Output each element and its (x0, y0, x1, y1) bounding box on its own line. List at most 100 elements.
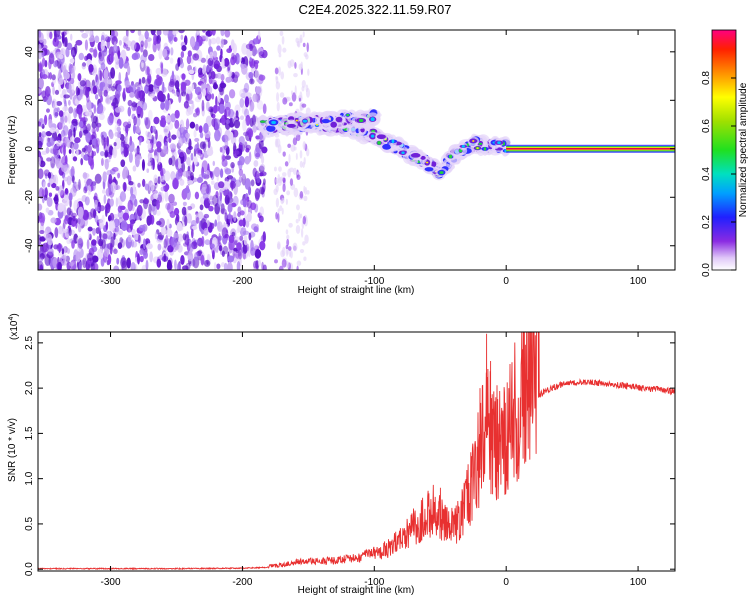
noise-speck (225, 119, 231, 124)
noise-speck (296, 260, 302, 266)
noise-speck (276, 92, 280, 103)
noise-speck (233, 119, 241, 129)
noise-speck (256, 177, 261, 184)
noise-speck (125, 132, 128, 145)
noise-speck (111, 167, 119, 172)
noise-speck (226, 262, 233, 270)
noise-speck (111, 36, 118, 46)
x-tick-label: -200 (232, 577, 252, 588)
noise-speck (233, 211, 237, 222)
noise-speck (46, 30, 50, 40)
noise-speck (47, 171, 52, 179)
noise-speck (298, 97, 301, 102)
noise-speck (194, 137, 200, 143)
noise-speck (88, 36, 95, 43)
noise-speck (64, 188, 69, 195)
noise-speck (128, 228, 132, 233)
noise-speck (93, 115, 98, 124)
snr-background (38, 332, 675, 571)
noise-speck (202, 173, 207, 178)
noise-speck (156, 210, 161, 216)
noise-speck (185, 93, 190, 104)
noise-speck (202, 64, 207, 76)
noise-speck (217, 181, 225, 189)
noise-speck (100, 62, 106, 71)
noise-speck (195, 123, 199, 131)
noise-speck (219, 188, 223, 197)
noise-speck (81, 147, 86, 153)
noise-speck (88, 105, 92, 113)
noise-speck (157, 191, 162, 200)
noise-speck (281, 207, 284, 215)
noise-speck (259, 186, 265, 195)
noise-speck (227, 203, 233, 213)
noise-speck (51, 74, 56, 81)
noise-speck (166, 259, 172, 270)
noise-speck (243, 207, 247, 220)
noise-speck (207, 139, 211, 150)
noise-speck (165, 114, 171, 123)
noise-speck (208, 38, 212, 47)
noise-speck (189, 172, 194, 181)
noise-speck (149, 213, 153, 225)
noise-speck (160, 62, 164, 75)
noise-speck (180, 51, 185, 58)
noise-speck (66, 248, 71, 254)
noise-speck (88, 30, 93, 38)
noise-speck (98, 205, 105, 212)
noise-speck (55, 136, 61, 141)
noise-speck (218, 235, 223, 241)
noise-speck (94, 35, 100, 44)
signal-core (430, 161, 437, 168)
noise-speck (285, 244, 289, 250)
signal-peak (370, 117, 375, 122)
snr-multiplier-base: (x10 (9, 320, 20, 340)
noise-speck (54, 47, 59, 52)
noise-speck (38, 257, 44, 263)
noise-speck (206, 85, 213, 95)
colorbar-gradient (711, 29, 737, 271)
noise-speck (227, 61, 231, 72)
noise-speck (141, 159, 145, 171)
noise-speck (155, 67, 162, 75)
noise-speck (53, 145, 60, 150)
noise-speck (177, 157, 181, 169)
noise-speck (161, 179, 166, 185)
noise-speck (181, 73, 186, 81)
noise-speck (156, 146, 162, 153)
noise-speck (99, 151, 105, 157)
noise-speck (162, 145, 168, 154)
noise-speck (233, 150, 240, 156)
noise-speck (92, 255, 99, 263)
noise-speck (289, 178, 294, 186)
noise-speck (147, 109, 153, 121)
noise-speck (167, 121, 174, 131)
noise-speck (53, 107, 59, 119)
noise-speck (122, 212, 130, 221)
noise-speck (77, 73, 82, 81)
noise-speck (148, 54, 155, 61)
signal-peak (358, 118, 364, 123)
noise-speck (276, 101, 280, 112)
noise-speck (39, 212, 46, 224)
noise-speck (246, 127, 253, 136)
noise-speck (216, 72, 222, 79)
noise-speck (141, 102, 148, 111)
noise-speck (69, 261, 74, 267)
noise-speck (147, 143, 152, 151)
noise-speck (118, 57, 124, 69)
noise-speck (174, 259, 177, 270)
noise-speck (221, 250, 225, 257)
noise-speck (49, 72, 53, 80)
noise-speck (129, 92, 135, 98)
noise-speck (155, 229, 160, 235)
noise-speck (262, 231, 266, 243)
noise-speck (71, 175, 75, 184)
noise-speck (183, 187, 190, 194)
noise-speck (243, 234, 248, 246)
noise-speck (63, 194, 69, 201)
noise-speck (149, 251, 153, 263)
noise-speck (201, 160, 209, 173)
noise-speck (42, 38, 47, 46)
